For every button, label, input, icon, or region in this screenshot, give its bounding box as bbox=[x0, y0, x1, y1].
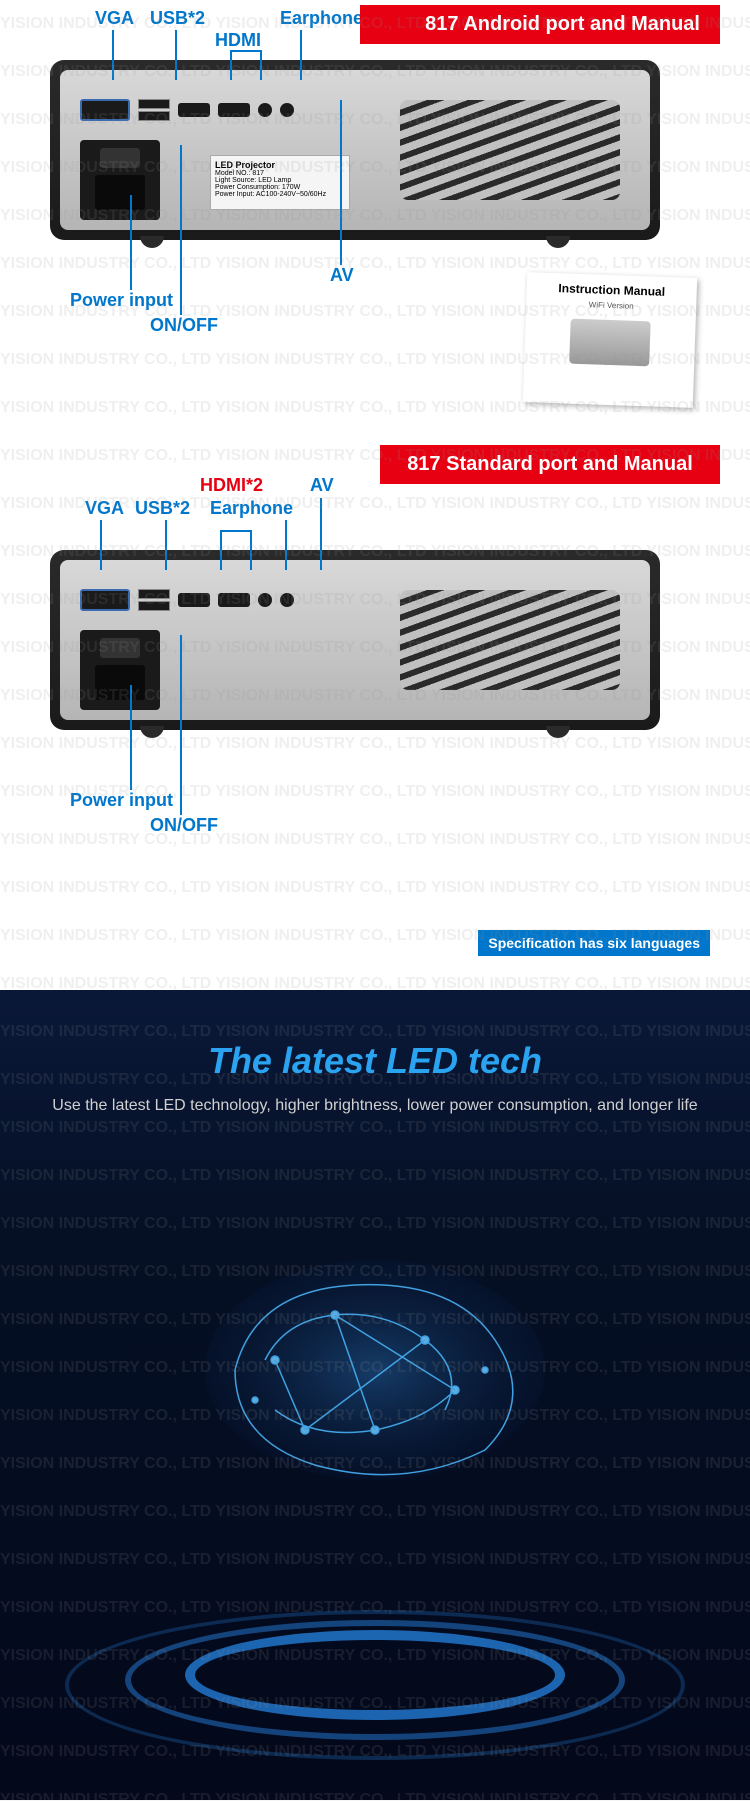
port-earphone bbox=[258, 593, 272, 607]
label-av: AV bbox=[330, 265, 354, 286]
label-hdmi2: HDMI*2 bbox=[200, 475, 263, 496]
foot bbox=[546, 236, 570, 248]
label-earphone: Earphone bbox=[210, 498, 293, 519]
port-usb bbox=[138, 99, 170, 121]
manual-android: Instruction Manual WiFi Version bbox=[523, 272, 697, 408]
leader bbox=[112, 30, 114, 80]
leader bbox=[130, 195, 132, 290]
port-hdmi2 bbox=[218, 103, 250, 117]
info-label: LED Projector Model NO.: 817 Light Sourc… bbox=[210, 155, 350, 210]
leader bbox=[130, 685, 132, 790]
foot bbox=[140, 236, 164, 248]
leader bbox=[320, 498, 322, 570]
label-usb: USB*2 bbox=[150, 8, 205, 29]
leader bbox=[230, 50, 232, 80]
label-usb: USB*2 bbox=[135, 498, 190, 519]
label-onoff: ON/OFF bbox=[150, 815, 218, 836]
vent-grille bbox=[400, 100, 620, 200]
ring bbox=[65, 1610, 685, 1760]
spec-languages-tag: Specification has six languages bbox=[478, 930, 710, 956]
manual-title: Instruction Manual bbox=[535, 280, 689, 299]
led-subtitle: Use the latest LED technology, higher br… bbox=[0, 1094, 750, 1118]
switch bbox=[100, 638, 140, 658]
power-block bbox=[80, 140, 160, 220]
banner-standard: 817 Standard port and Manual bbox=[380, 445, 720, 484]
banner-android: 817 Android port and Manual bbox=[360, 5, 720, 44]
led-title: The latest LED tech bbox=[0, 1040, 750, 1082]
leader bbox=[175, 30, 177, 80]
port-earphone bbox=[258, 103, 272, 117]
leader bbox=[285, 520, 287, 570]
leader bbox=[180, 145, 182, 315]
label-av: AV bbox=[310, 475, 334, 496]
label-hdmi: HDMI bbox=[215, 30, 261, 51]
vent-grille bbox=[400, 590, 620, 690]
leader bbox=[250, 530, 252, 570]
projector-rear-android: LED Projector Model NO.: 817 Light Sourc… bbox=[50, 60, 660, 240]
port-av bbox=[280, 593, 294, 607]
label-power: Power input bbox=[70, 790, 173, 811]
port-hdmi1 bbox=[178, 593, 210, 607]
label-onoff: ON/OFF bbox=[150, 315, 218, 336]
leader bbox=[300, 30, 302, 80]
label-earphone: Earphone bbox=[280, 8, 363, 29]
switch bbox=[100, 148, 140, 168]
projector-rear-standard bbox=[50, 550, 660, 730]
power-socket bbox=[95, 175, 145, 210]
leader bbox=[220, 530, 222, 570]
power-socket bbox=[95, 665, 145, 700]
label-vga: VGA bbox=[85, 498, 124, 519]
port-hdmi1 bbox=[178, 103, 210, 117]
power-block bbox=[80, 630, 160, 710]
leader bbox=[340, 100, 342, 265]
port-av bbox=[280, 103, 294, 117]
foot bbox=[546, 726, 570, 738]
leader bbox=[220, 530, 250, 532]
label-power: Power input bbox=[70, 290, 173, 311]
leader bbox=[260, 50, 262, 80]
brain-graphic bbox=[175, 1230, 575, 1510]
leader bbox=[180, 635, 182, 815]
manual-thumb bbox=[569, 319, 651, 367]
label-vga: VGA bbox=[95, 8, 134, 29]
port-hdmi2 bbox=[218, 593, 250, 607]
manual-sub: WiFi Version bbox=[534, 298, 688, 312]
section-android-ports: 817 Android port and Manual VGA USB*2 HD… bbox=[0, 0, 750, 430]
port-usb bbox=[138, 589, 170, 611]
section-standard-ports: 817 Standard port and Manual HDMI*2 AV V… bbox=[0, 430, 750, 990]
leader bbox=[100, 520, 102, 570]
leader bbox=[165, 520, 167, 570]
port-vga bbox=[80, 99, 130, 121]
foot bbox=[140, 726, 164, 738]
section-led-tech: The latest LED tech Use the latest LED t… bbox=[0, 990, 750, 1800]
port-vga bbox=[80, 589, 130, 611]
